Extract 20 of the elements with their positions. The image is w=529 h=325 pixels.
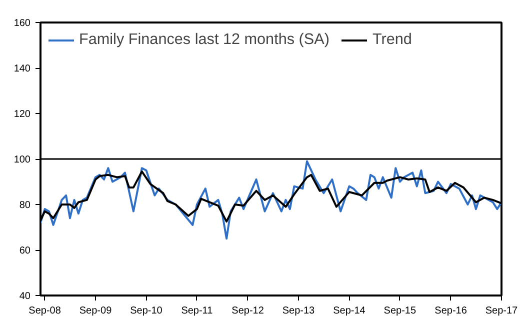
- legend-label: Trend: [372, 31, 412, 49]
- y-tick-label: 120: [14, 109, 31, 120]
- x-tick-label: Sep-15: [384, 306, 416, 316]
- x-tick-label: Sep-10: [130, 306, 163, 316]
- y-tick-label: 60: [19, 246, 31, 256]
- y-tick-label: 100: [14, 154, 31, 166]
- y-tick-label: 160: [14, 18, 31, 29]
- y-tick-label: 140: [14, 64, 31, 74]
- x-tick-label: Sep-17: [485, 306, 518, 316]
- line-series: [40, 160, 502, 240]
- x-tick-label: Sep-14: [333, 306, 366, 316]
- y-tick-label: 40: [19, 291, 31, 302]
- x-tick-label: Sep-09: [79, 306, 112, 316]
- x-tick-label: Sep-08: [28, 306, 62, 316]
- x-tick-label: Sep-11: [181, 306, 214, 316]
- x-tick-label: Sep-13: [282, 306, 316, 316]
- y-tick-label: 80: [19, 200, 31, 211]
- x-tick-label: Sep-16: [434, 306, 468, 316]
- legend-label: Family Finances last 12 months (SA): [79, 31, 330, 49]
- x-tick-label: Sep-12: [232, 306, 264, 316]
